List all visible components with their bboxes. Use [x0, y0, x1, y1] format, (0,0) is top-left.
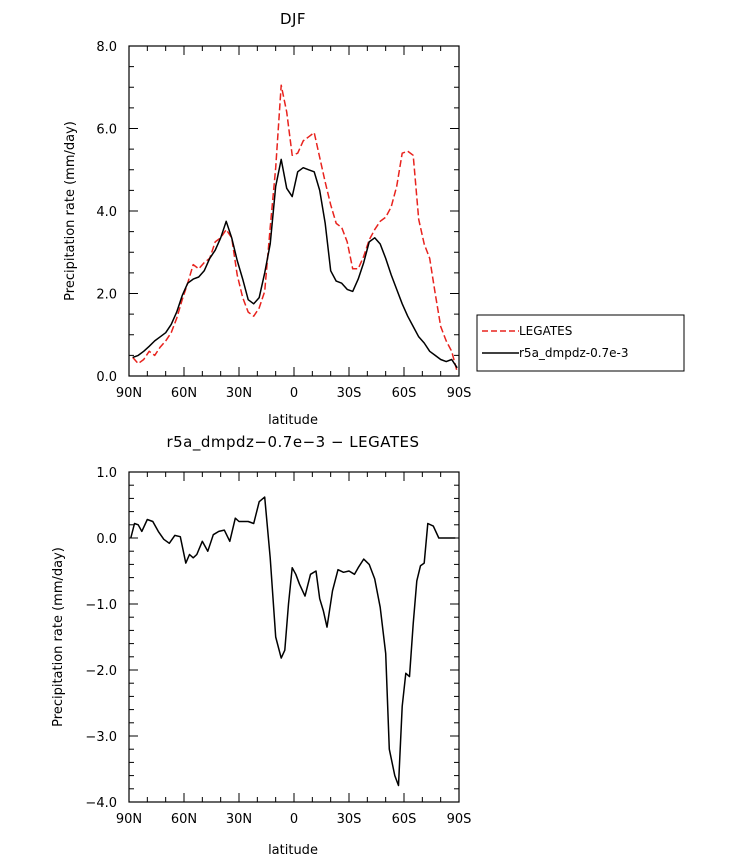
top-plot-frame	[128, 45, 460, 377]
top-x-tick-label: 30N	[226, 386, 252, 401]
top-y-tick-label: 8.0	[96, 40, 117, 55]
top-tick-labels: 90N 60N 30N 0 30S 60S 90S 0.0 2.0 4.0 6.0 8.0	[96, 40, 471, 401]
bottom-x-tick-label: 30N	[226, 812, 252, 827]
top-x-tick-label: 0	[290, 386, 298, 401]
top-panel: DJF 90N 60N 30N 0 30S 60S 90S 0.0 2.0 4.0 6.0 8.0 l…	[63, 10, 471, 428]
top-y-tick-label: 6.0	[96, 123, 117, 138]
bottom-y-tick-label: −1.0	[85, 598, 117, 613]
top-x-tick-label: 60N	[171, 386, 197, 401]
top-series-line-legates	[132, 84, 458, 373]
top-chart-title: DJF	[280, 10, 306, 28]
bottom-y-tick-label: −4.0	[85, 796, 117, 811]
bottom-tick-labels: 90N 60N 30N 0 30S 60S 90S 1.0 0.0 −1.0 −2.0 −3.0 −4.…	[85, 466, 471, 827]
top-series-line-r5a-dmpdz-0-7e-3	[132, 158, 458, 369]
bottom-y-axis-label: Precipitation rate (mm/day)	[51, 547, 66, 727]
legend-label-legates: LEGATES	[519, 324, 572, 338]
top-ticks	[128, 45, 460, 377]
top-x-axis-label: latitude	[268, 413, 318, 428]
top-y-tick-label: 0.0	[96, 370, 117, 385]
bottom-x-tick-label: 0	[290, 812, 298, 827]
top-y-tick-label: 2.0	[96, 288, 117, 303]
top-x-tick-label: 30S	[337, 386, 362, 401]
bottom-x-tick-label: 90S	[447, 812, 472, 827]
bottom-y-tick-label: −2.0	[85, 664, 117, 679]
top-y-tick-label: 4.0	[96, 205, 117, 220]
bottom-panel: r5a_dmpdz−0.7e−3 − LEGATES 90N 60N 30N 0 30S…	[51, 433, 471, 858]
bottom-x-axis-label: latitude	[268, 843, 318, 858]
bottom-x-tick-label: 60S	[392, 812, 417, 827]
legend: LEGATES r5a_dmpdz-0.7e-3	[476, 314, 685, 372]
bottom-plot-frame	[128, 471, 460, 803]
bottom-series-line-0	[130, 496, 456, 787]
legend-box	[476, 314, 685, 372]
top-y-axis-label: Precipitation rate (mm/day)	[63, 121, 78, 301]
legend-label-model: r5a_dmpdz-0.7e-3	[519, 346, 629, 360]
top-series-lines	[132, 84, 458, 373]
top-x-tick-label: 90S	[447, 386, 472, 401]
bottom-chart-title: r5a_dmpdz−0.7e−3 − LEGATES	[166, 433, 419, 452]
bottom-series-lines	[130, 496, 456, 787]
bottom-y-tick-label: 0.0	[96, 532, 117, 547]
bottom-x-tick-label: 60N	[171, 812, 197, 827]
top-x-tick-label: 90N	[116, 386, 142, 401]
bottom-ticks	[128, 471, 460, 803]
top-x-tick-label: 60S	[392, 386, 417, 401]
bottom-y-tick-label: 1.0	[96, 466, 117, 481]
bottom-x-tick-label: 90N	[116, 812, 142, 827]
bottom-y-tick-label: −3.0	[85, 730, 117, 745]
bottom-x-tick-label: 30S	[337, 812, 362, 827]
